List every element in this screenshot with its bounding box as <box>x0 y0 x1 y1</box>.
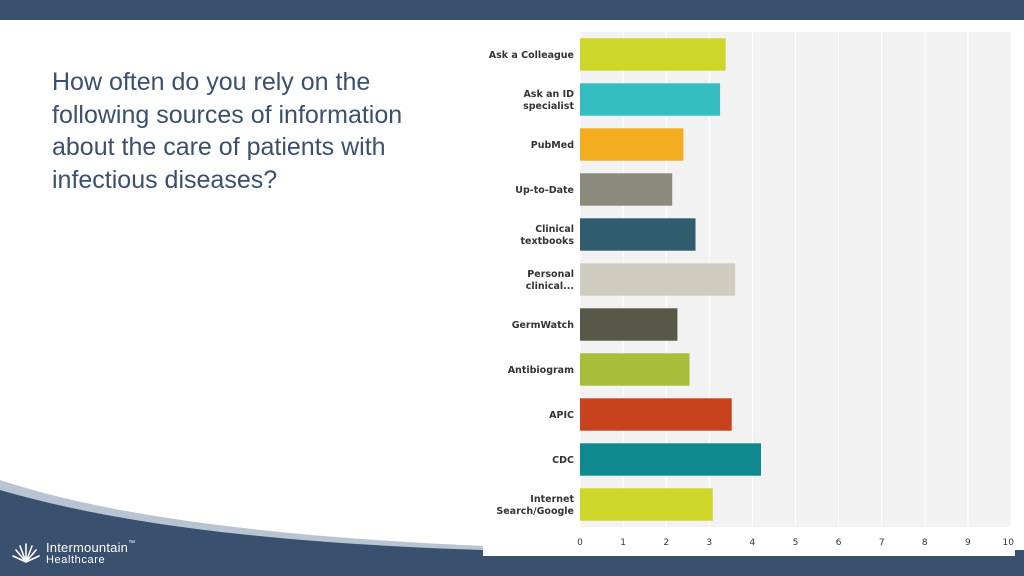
logo-text-line1: Intermountain <box>46 540 129 555</box>
bar <box>580 263 736 296</box>
bar <box>580 128 684 161</box>
x-tick-label: 9 <box>965 538 971 548</box>
x-tick-label: 3 <box>706 538 712 548</box>
logo-text-line2: Healthcare <box>46 554 106 566</box>
top-bar <box>0 0 1024 20</box>
bar <box>580 38 726 71</box>
category-label: CDC <box>552 455 574 466</box>
category-label: Ask an ID specialist <box>523 89 574 112</box>
bar <box>580 443 762 476</box>
logo-trademark: ™ <box>128 540 136 547</box>
category-label: Up-to-Date <box>515 185 574 196</box>
x-tick-label: 8 <box>922 538 928 548</box>
x-tick-label: 1 <box>620 538 626 548</box>
category-label: Internet Search/Google <box>496 494 574 517</box>
x-tick-label: 0 <box>577 538 583 548</box>
bar-chart: Ask a Colleague Ask an ID specialist PubMed… <box>483 30 1015 556</box>
bar <box>580 218 696 251</box>
bar <box>580 488 713 521</box>
bar <box>580 83 721 116</box>
x-tick-label: 4 <box>750 538 756 548</box>
bar <box>580 173 673 206</box>
category-label: APIC <box>549 410 574 421</box>
x-tick-label: 2 <box>663 538 669 548</box>
logo-mark-icon <box>12 543 40 563</box>
question-title: How often do you rely on the following s… <box>52 68 403 194</box>
bar <box>580 308 678 341</box>
category-label: Clinical textbooks <box>521 224 575 247</box>
x-tick-label: 5 <box>793 538 799 548</box>
bar <box>580 353 690 386</box>
intermountain-logo: Intermountain™ Healthcare <box>12 540 152 570</box>
bar <box>580 398 732 431</box>
x-tick-label: 6 <box>836 538 842 548</box>
category-label: GermWatch <box>512 320 575 331</box>
category-label: Personal clinical... <box>526 269 574 292</box>
chart-svg: Ask a Colleague Ask an ID specialist PubMed… <box>489 32 1015 548</box>
x-tick-label: 10 <box>1003 538 1015 548</box>
category-label: Antibiogram <box>508 365 574 376</box>
category-label: PubMed <box>531 140 574 151</box>
category-label: Ask a Colleague <box>489 50 574 61</box>
x-tick-label: 7 <box>879 538 885 548</box>
